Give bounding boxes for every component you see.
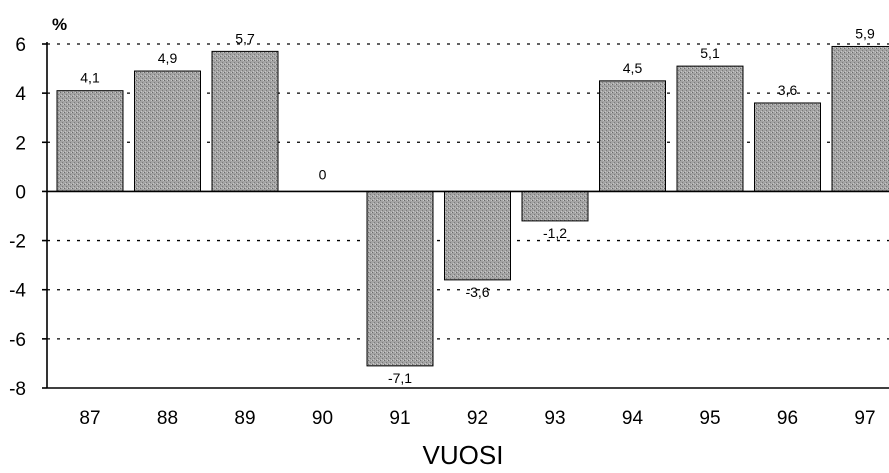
data-label: 3,6 xyxy=(778,82,798,98)
axes xyxy=(42,42,889,389)
y-tick-label: 4 xyxy=(15,84,26,105)
x-tick-label: 97 xyxy=(854,408,875,429)
x-tick-label: 91 xyxy=(389,408,410,429)
x-tick-label: 87 xyxy=(79,408,100,429)
x-tick-label: 95 xyxy=(699,408,720,429)
data-label: 4,1 xyxy=(80,70,100,86)
x-tick-label: 89 xyxy=(234,408,255,429)
y-unit-label: % xyxy=(52,15,67,34)
bar xyxy=(56,90,124,192)
x-tick-label: 96 xyxy=(777,408,798,429)
bars xyxy=(56,45,889,367)
y-tick-label: 2 xyxy=(15,133,26,154)
data-label: 5,7 xyxy=(235,30,255,46)
x-tick-label: 92 xyxy=(467,408,488,429)
x-tick-label: 94 xyxy=(622,408,644,429)
data-label: -1,2 xyxy=(543,225,567,241)
data-label: -7,1 xyxy=(388,370,412,386)
x-axis-title: VUOSI xyxy=(423,440,504,470)
data-label: 0 xyxy=(319,166,327,182)
x-tick-label: 93 xyxy=(544,408,565,429)
bar xyxy=(211,50,279,192)
bar xyxy=(444,190,511,281)
x-tick-labels: 87 88 89 90 91 92 93 94 95 96 97 xyxy=(79,408,875,429)
bar xyxy=(521,190,589,222)
y-tick-label: -4 xyxy=(9,281,26,302)
bar xyxy=(134,70,201,192)
data-label: 5,1 xyxy=(700,45,720,61)
bar xyxy=(366,190,434,367)
bar xyxy=(676,65,744,192)
y-tick-labels: 6 4 2 0 -2 -4 -6 -8 xyxy=(9,35,26,400)
data-label: -3,6 xyxy=(465,284,489,300)
bar xyxy=(599,80,666,192)
bar xyxy=(754,102,821,192)
bar xyxy=(831,45,889,192)
data-label: 4,9 xyxy=(158,50,178,66)
y-tick-label: -2 xyxy=(9,232,26,253)
y-tick-label: -6 xyxy=(9,330,26,351)
y-tick-label: -8 xyxy=(9,379,26,400)
x-tick-label: 88 xyxy=(157,408,178,429)
y-tick-label: 0 xyxy=(15,182,26,203)
data-labels: 4,1 4,9 5,7 0 -7,1 -3,6 -1,2 4,5 5,1 3,6 5,9 xyxy=(80,25,875,385)
x-tick-label: 90 xyxy=(312,408,333,429)
data-label: 5,9 xyxy=(855,25,875,41)
data-label: 4,5 xyxy=(623,60,643,76)
y-tick-label: 6 xyxy=(15,35,26,56)
